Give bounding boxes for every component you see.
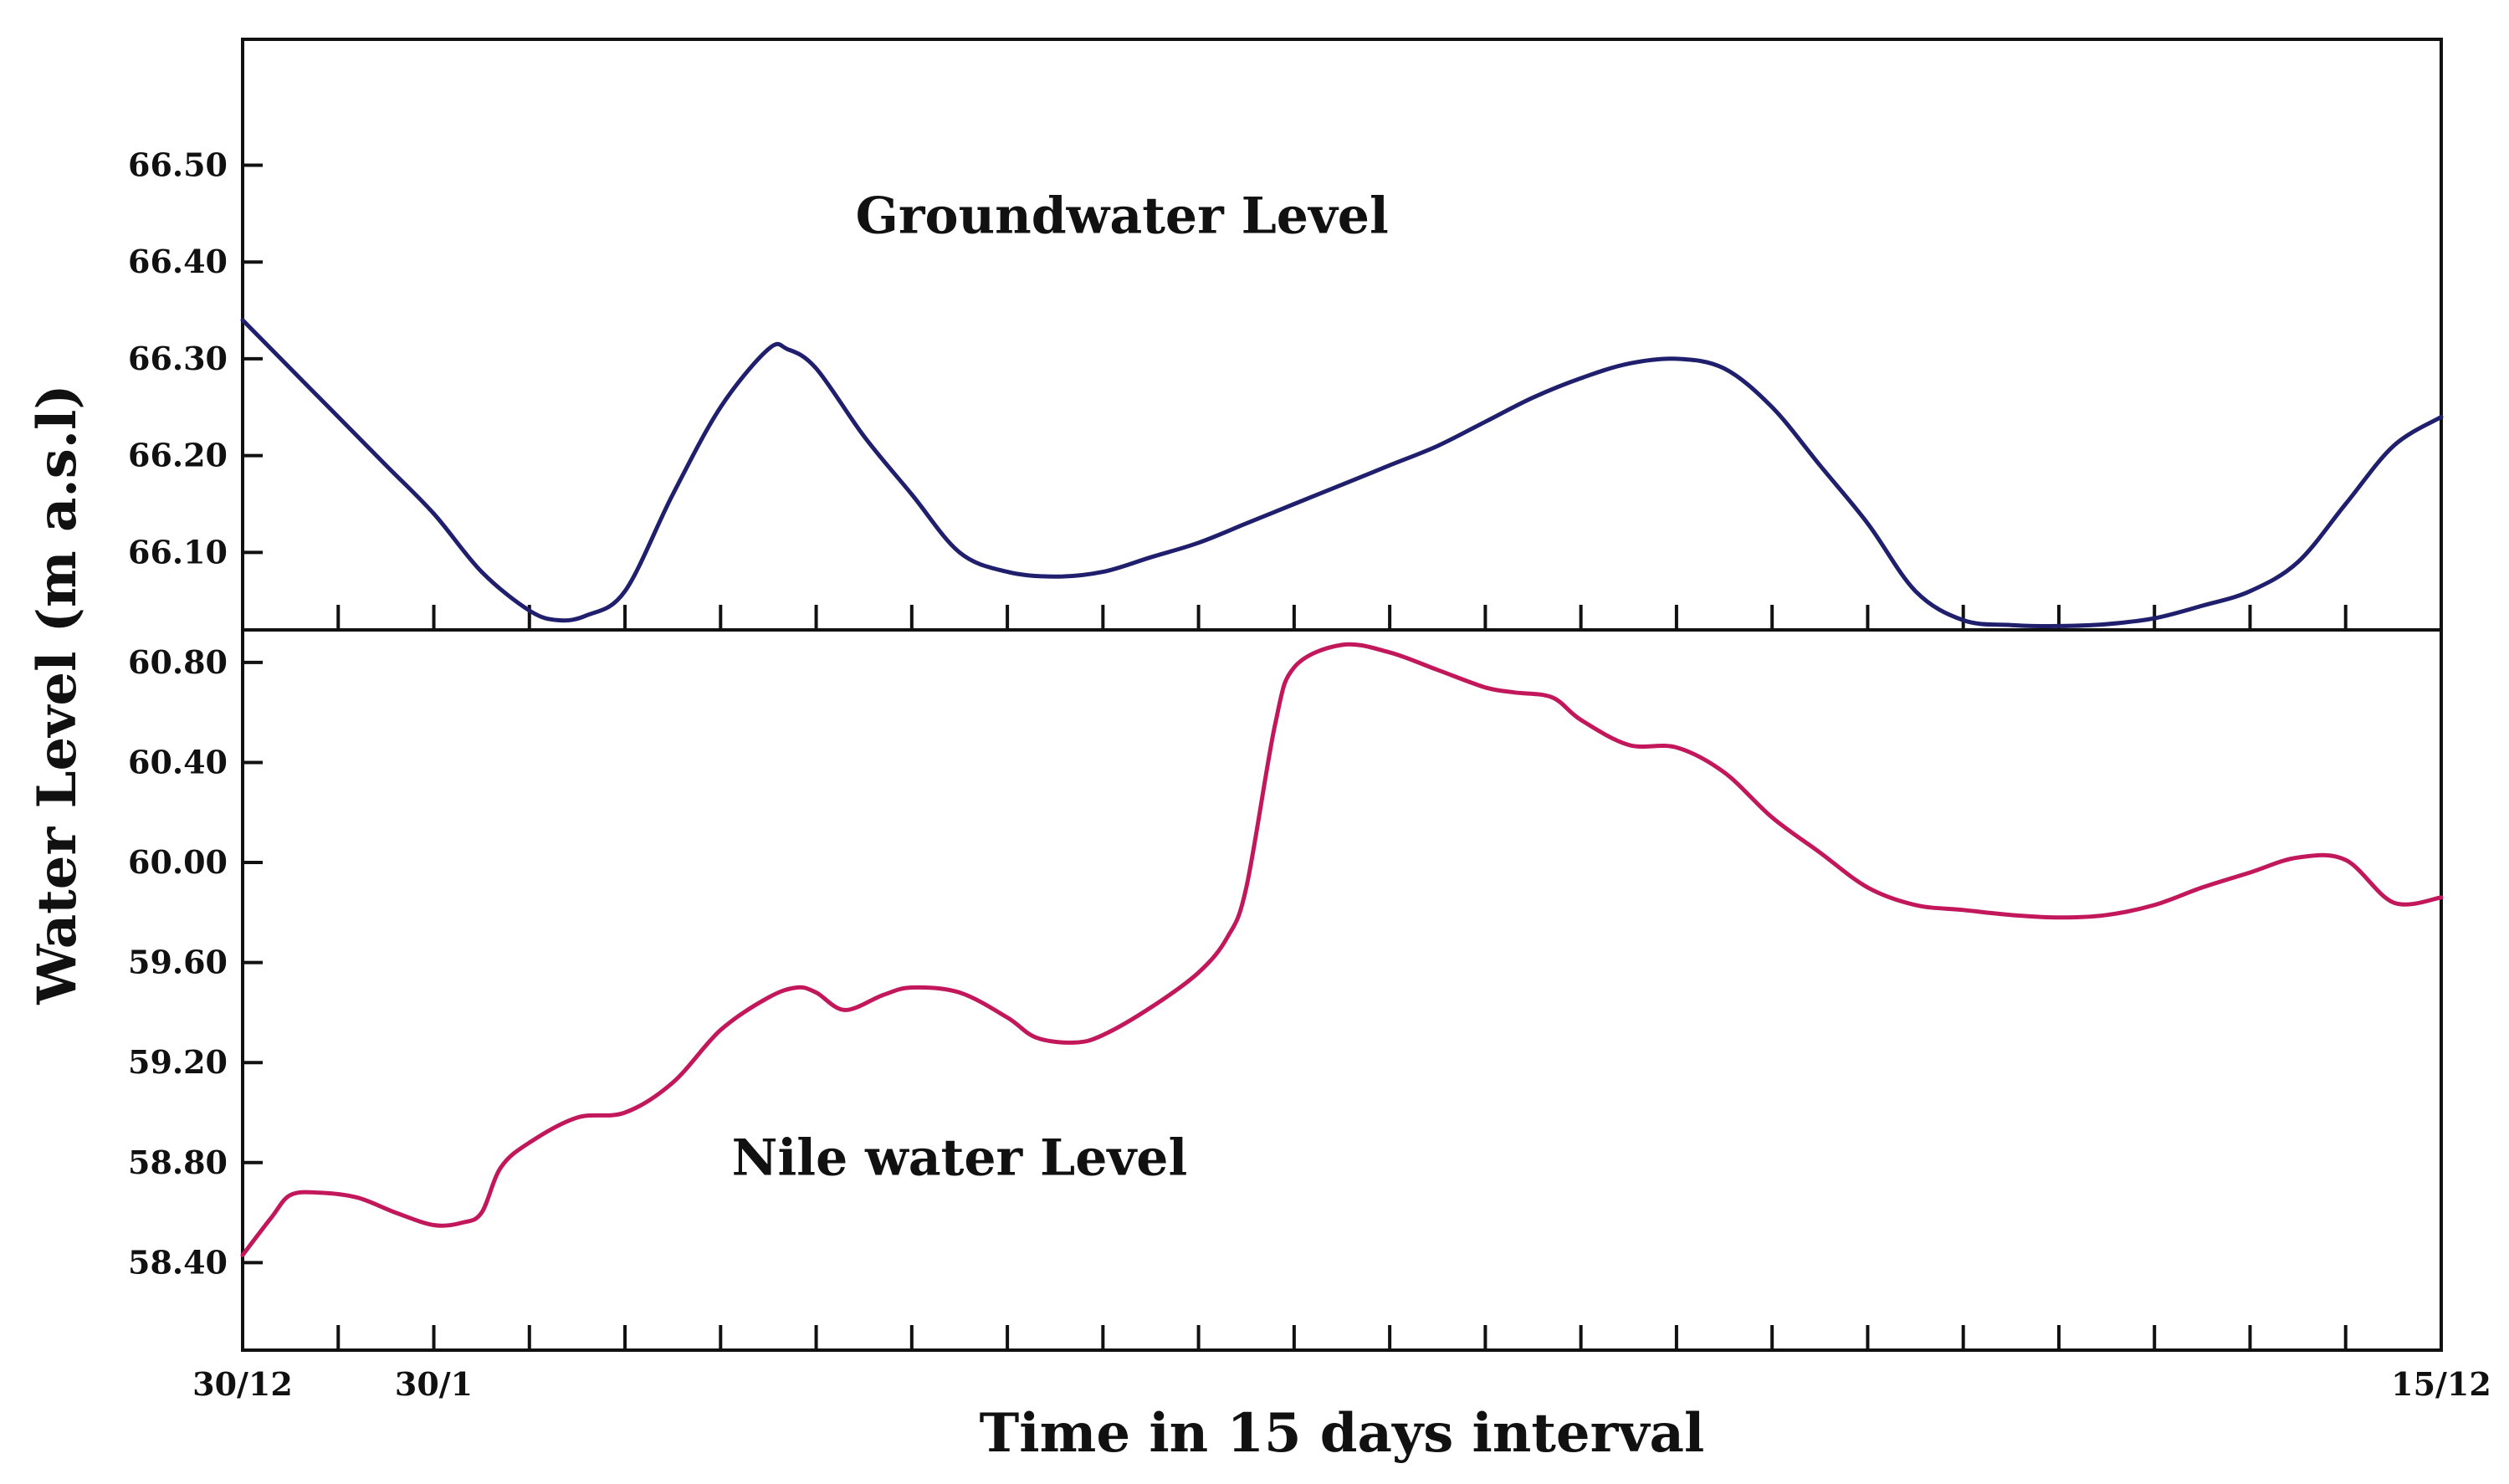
nile-ytick-label: 60.40 — [128, 743, 228, 780]
plot-frame — [241, 38, 2443, 1352]
groundwater-ytick-label: 66.20 — [128, 437, 228, 474]
x-tick-label: 30/12 — [192, 1365, 293, 1403]
nile-ytick-label: 59.60 — [128, 944, 228, 981]
labels: Groundwater Level Nile water Level 30/12 30… — [192, 187, 2491, 1403]
groundwater-ytick-label: 66.50 — [128, 146, 228, 183]
nile-line — [240, 642, 2444, 1257]
groundwater-line — [240, 318, 2444, 628]
x-tick-label: 30/1 — [395, 1365, 473, 1403]
groundwater-ticks: 66.10 66.20 66.30 66.40 66.50 — [128, 146, 2348, 630]
groundwater-ytick-label: 66.10 — [128, 533, 228, 571]
nile-ytick-label: 58.80 — [128, 1144, 228, 1181]
nile-ticks: 58.40 58.80 59.20 59.60 60.00 60.40 60.80 — [128, 643, 2348, 1350]
groundwater-ytick-label: 66.30 — [128, 340, 228, 377]
nile-series-label: Nile water Level — [732, 1129, 1188, 1188]
nile-ytick-label: 60.80 — [128, 643, 228, 681]
groundwater-ytick-label: 66.40 — [128, 243, 228, 280]
nile-ytick-label: 58.40 — [128, 1243, 228, 1281]
nile-series — [240, 642, 2444, 1257]
x-axis-title: Time in 15 days interval — [980, 1402, 1705, 1465]
nile-ytick-label: 59.20 — [128, 1043, 228, 1081]
y-axis-title: Water Level (m a.s.l) — [26, 384, 89, 1005]
groundwater-series — [240, 318, 2444, 628]
x-tick-label: 15/12 — [2391, 1365, 2491, 1403]
nile-ytick-label: 60.00 — [128, 843, 228, 881]
groundwater-series-label: Groundwater Level — [856, 187, 1389, 245]
